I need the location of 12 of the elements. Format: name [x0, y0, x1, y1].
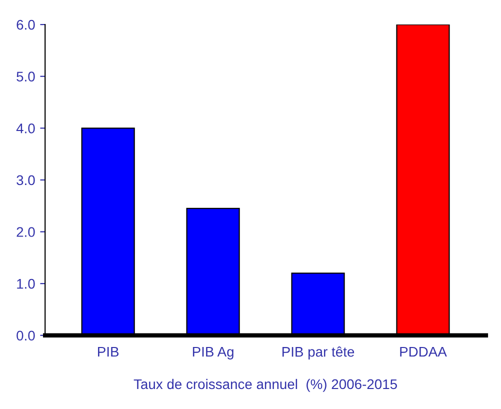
y-tick-label: 2.0: [16, 227, 35, 237]
y-tick-label: 6.0: [16, 20, 35, 30]
y-tick-label: 4.0: [16, 123, 35, 134]
y-tick-label: 5.0: [16, 72, 35, 82]
y-tick-label: 0.0: [16, 330, 35, 341]
y-tick-label: 1.0: [17, 278, 35, 289]
x-axis-title: Taux de croissance annuel (%) 2006-2015: [134, 378, 397, 392]
x-tick-label: PIB: [98, 347, 119, 357]
x-tick-label: PIB Ag: [192, 347, 234, 360]
x-tick-label: PIB par tête: [282, 346, 354, 360]
x-tick-label: PDDAA: [400, 347, 447, 357]
y-tick-label: 3.0: [16, 175, 35, 186]
